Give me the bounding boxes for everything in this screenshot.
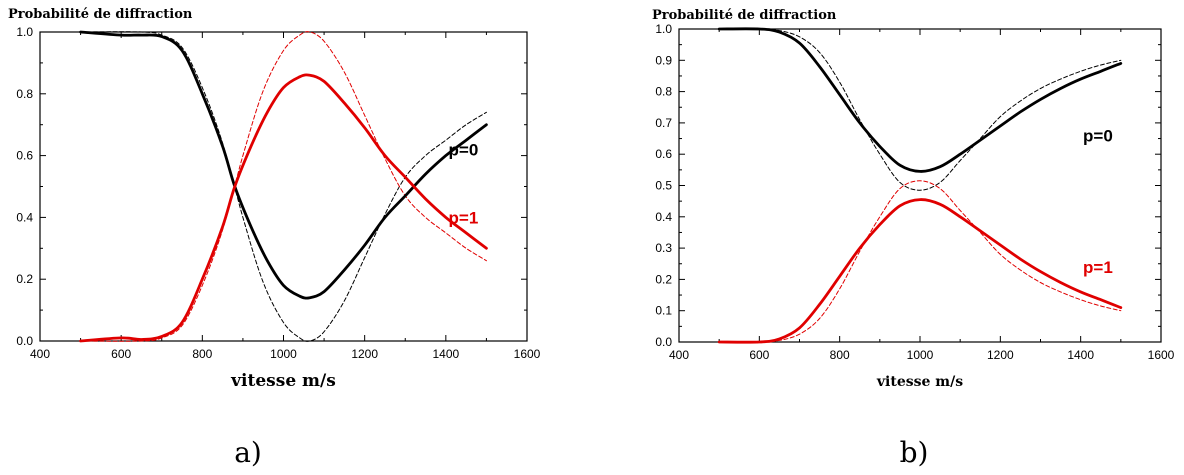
y-tick-label-a: 0.0 [16, 334, 33, 348]
y-tick-label-b: 0.6 [655, 147, 672, 161]
x-tick-label-a: 1200 [351, 347, 378, 361]
x-tick-label-b: 400 [669, 348, 689, 362]
x-tick-label-a: 600 [111, 347, 131, 361]
series-line-p-1-solid-b [717, 198, 1123, 344]
y-tick-label-b: 0.5 [655, 179, 672, 193]
series-label-p-1-b: p=1 [1083, 258, 1113, 277]
y-tick-label-a: 0.2 [16, 272, 33, 286]
series-line-p-1-solid-a [79, 73, 488, 343]
series-label-p-1-a: p=1 [449, 208, 479, 227]
y-tick-label-b: 1.0 [655, 22, 672, 36]
x-tick-label-a: 1000 [270, 347, 297, 361]
x-tick-label-b: 1200 [987, 348, 1014, 362]
x-tick-label-a: 800 [192, 347, 212, 361]
x-tick-label-b: 1000 [907, 348, 934, 362]
series-line-reference-dashed-b [718, 28, 1122, 191]
y-tick-label-b: 0.9 [655, 53, 672, 67]
series-line-reference-dashed-a [80, 31, 487, 342]
y-axis-title-b: Probabilité de diffraction [652, 8, 837, 23]
panel-caption-a: a) [234, 436, 262, 469]
y-tick-label-b: 0.0 [655, 335, 672, 349]
x-tick-label-b: 800 [830, 348, 850, 362]
x-tick-label-a: 1600 [514, 347, 541, 361]
chart-panel-a: Probabilité de diffraction 400 600 800 1000 1… [8, 7, 541, 391]
series-line-p-0-solid-a [79, 30, 488, 300]
series-line-p-0-solid-b [717, 27, 1123, 173]
y-tick-label-b: 0.3 [655, 241, 672, 255]
y-tick-label-a: 0.6 [16, 149, 33, 163]
series-line-reference-dashed-b [718, 180, 1122, 343]
series-label-p-0-b: p=0 [1083, 126, 1113, 145]
x-axis-title-a: vitesse m/s [230, 371, 336, 391]
y-tick-label-b: 0.2 [655, 272, 672, 286]
y-tick-label-a: 1.0 [16, 25, 33, 39]
y-tick-label-a: 0.4 [16, 210, 33, 224]
y-tick-label-a: 0.8 [16, 87, 33, 101]
series-line-reference-dashed-a [80, 31, 487, 342]
y-tick-label-b: 0.7 [655, 116, 672, 130]
plot-frame-a [39, 31, 528, 342]
x-tick-label-a: 1400 [432, 347, 459, 361]
series-label-p-0-a: p=0 [449, 140, 479, 159]
x-tick-label-b: 1600 [1148, 348, 1175, 362]
x-tick-label-a: 400 [30, 347, 50, 361]
x-tick-label-b: 600 [749, 348, 769, 362]
y-tick-label-b: 0.1 [655, 304, 672, 318]
chart-panel-b: Probabilité de diffraction 400 600 800 1000 1… [652, 8, 1175, 390]
x-axis-title-b: vitesse m/s [876, 374, 963, 390]
panel-caption-b: b) [900, 436, 929, 469]
y-tick-label-b: 0.8 [655, 85, 672, 99]
y-tick-label-b: 0.4 [655, 210, 672, 224]
x-tick-label-b: 1400 [1067, 348, 1094, 362]
y-axis-title-a: Probabilité de diffraction [8, 7, 193, 22]
